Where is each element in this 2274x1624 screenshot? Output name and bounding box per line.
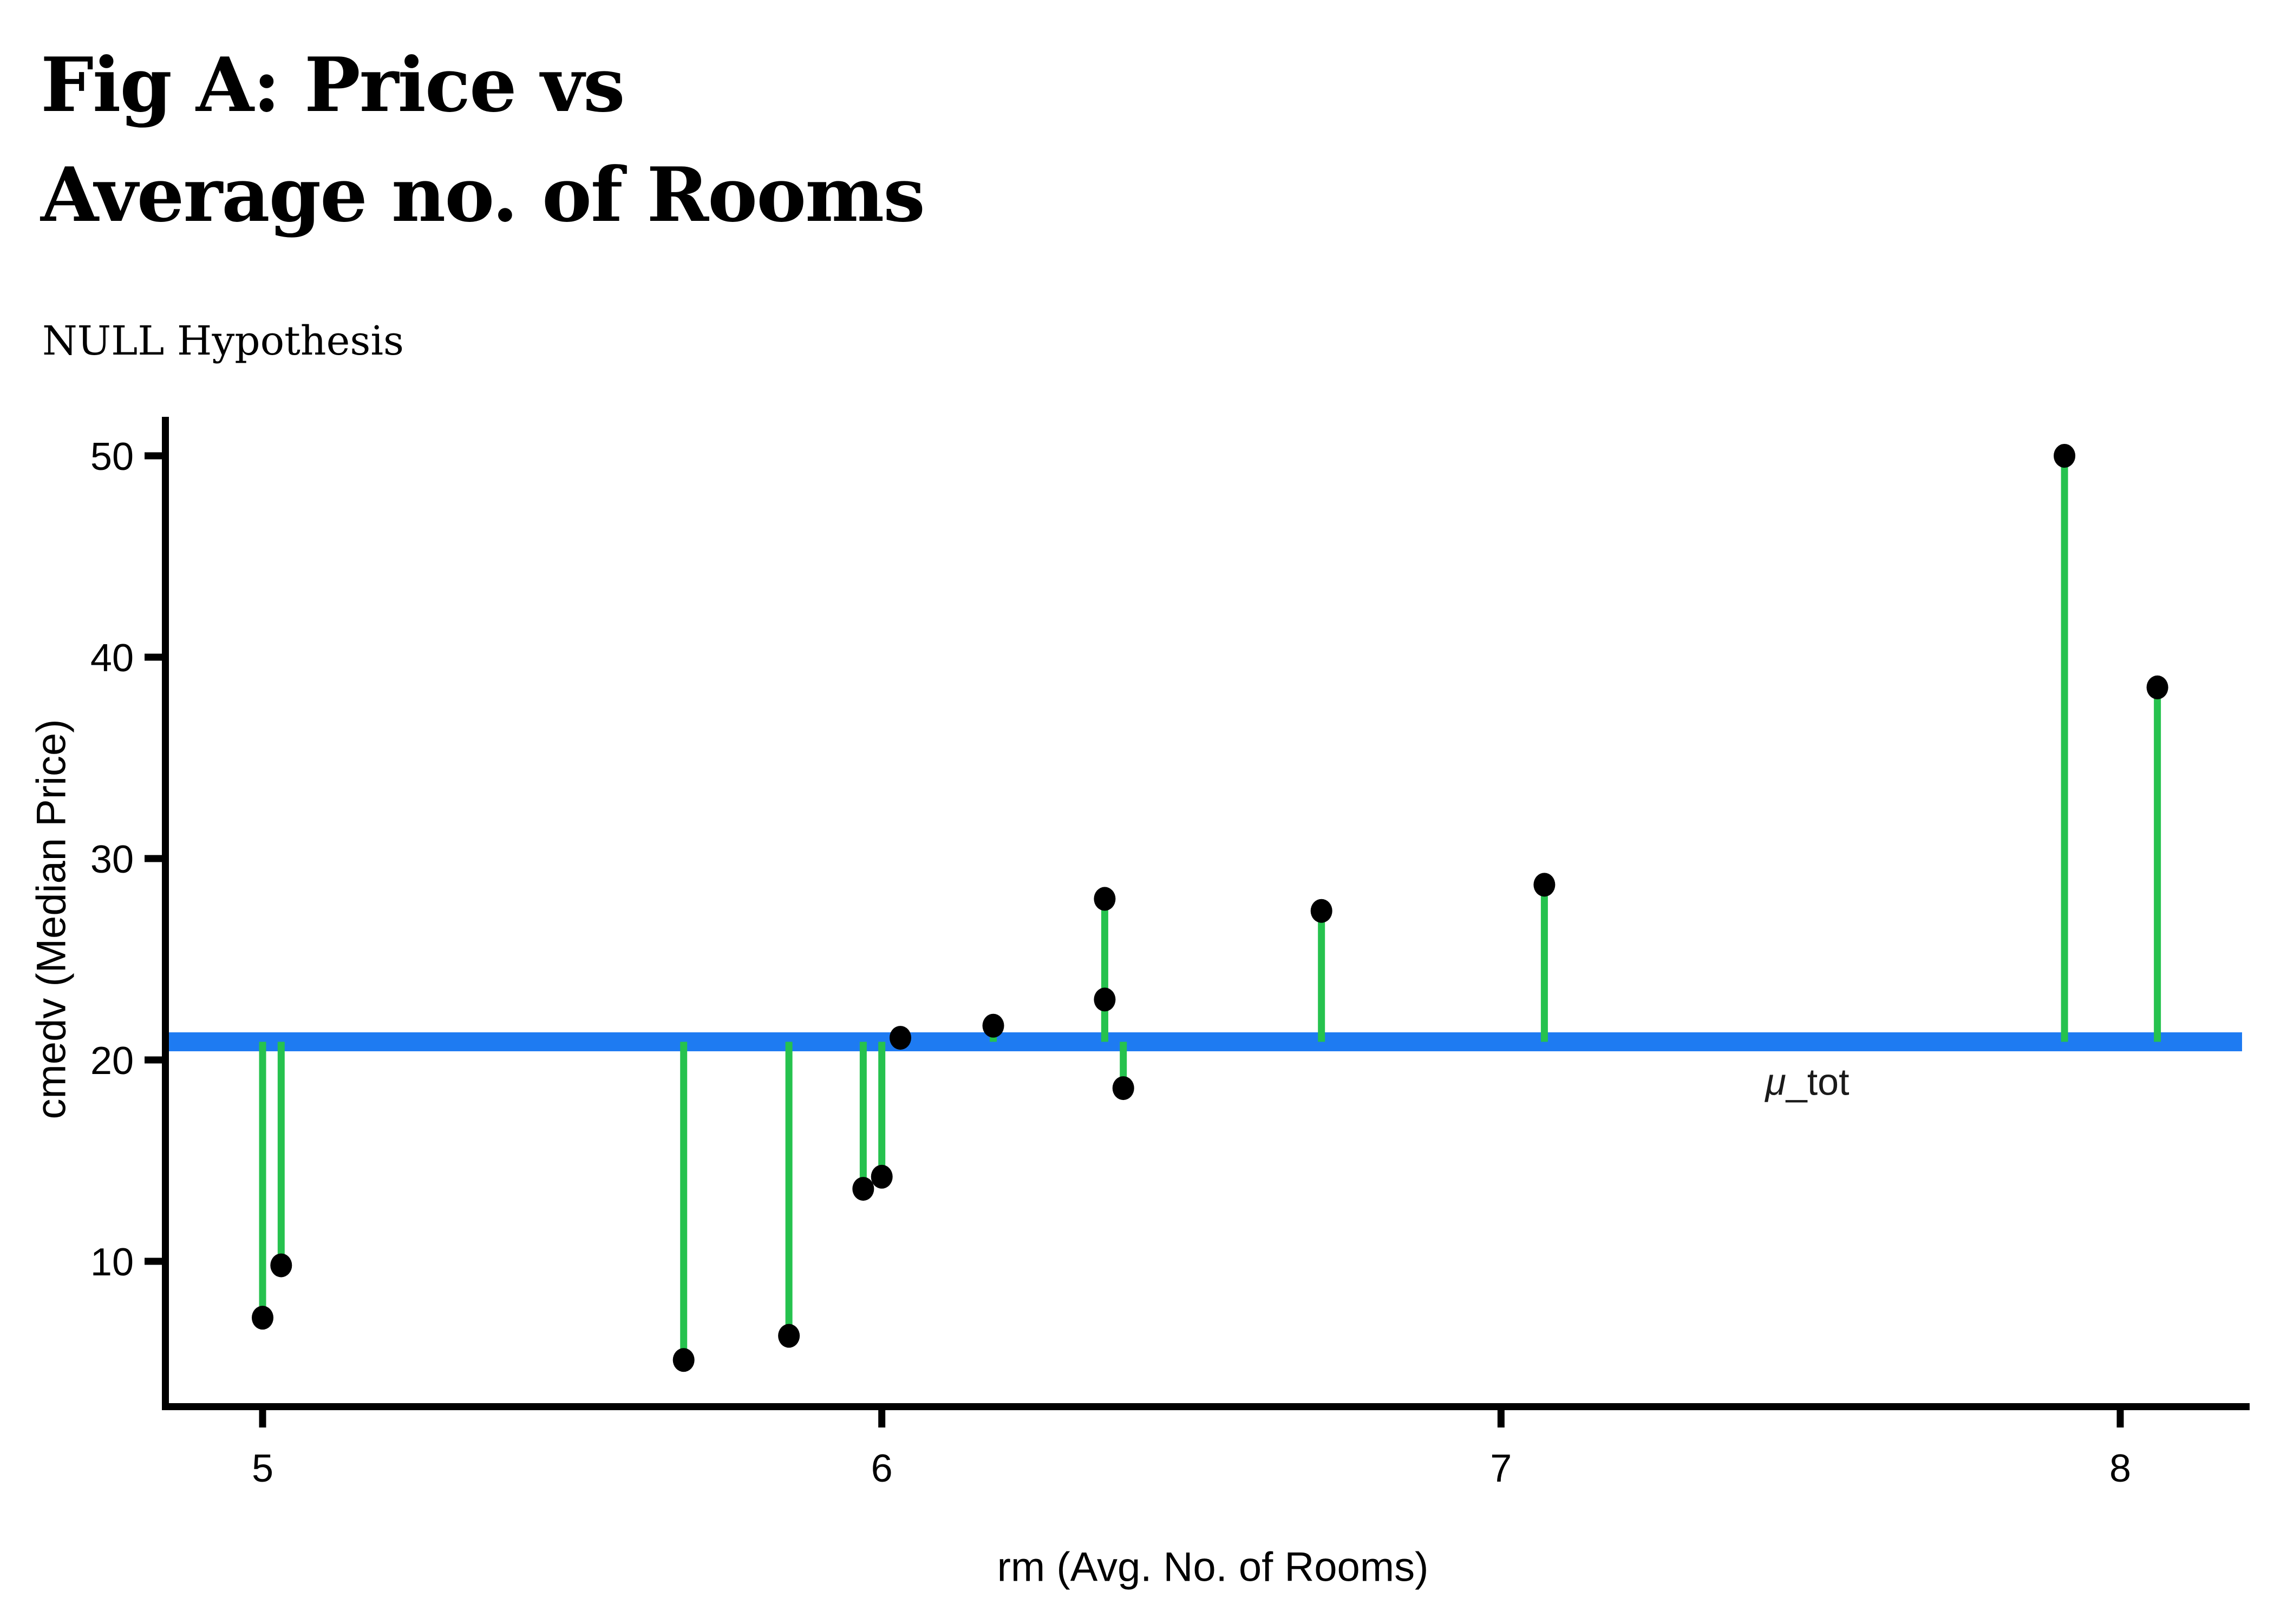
data-point xyxy=(982,1013,1004,1038)
x-tick-mark xyxy=(259,1410,266,1427)
data-point xyxy=(1310,899,1332,923)
y-tick-mark xyxy=(145,1056,162,1064)
data-point xyxy=(270,1253,292,1278)
y-tick-mark xyxy=(145,855,162,862)
data-point xyxy=(778,1324,800,1348)
mean-line-label: μ_tot xyxy=(1764,1061,1849,1103)
data-point xyxy=(1533,873,1556,897)
y-tick-label: 20 xyxy=(90,1039,134,1083)
x-tick-mark xyxy=(2116,1410,2124,1427)
data-point xyxy=(1094,887,1116,911)
y-tick-label: 50 xyxy=(90,435,134,479)
x-tick-mark xyxy=(878,1410,886,1427)
x-tick-label: 7 xyxy=(1490,1447,1512,1490)
data-point xyxy=(889,1026,911,1050)
data-point xyxy=(2146,675,2168,699)
chart-title: Fig A: Price vs Average no. of Rooms xyxy=(41,30,925,250)
data-point xyxy=(252,1306,273,1330)
x-axis-line xyxy=(162,1403,2250,1410)
chart-subtitle: NULL Hypothesis xyxy=(42,318,404,364)
y-tick-label: 10 xyxy=(90,1241,134,1284)
x-tick-label: 8 xyxy=(2109,1447,2131,1490)
y-tick-label: 40 xyxy=(90,637,134,680)
data-point xyxy=(1094,987,1116,1012)
x-tick-label: 6 xyxy=(871,1447,893,1490)
data-point xyxy=(2054,444,2076,468)
y-axis-title: cmedv (Median Price) xyxy=(28,719,75,1119)
x-tick-mark xyxy=(1497,1410,1505,1427)
data-point xyxy=(852,1177,874,1201)
x-tick-label: 5 xyxy=(252,1447,273,1490)
mean-line xyxy=(165,1032,2242,1052)
y-tick-mark xyxy=(145,452,162,460)
data-point xyxy=(672,1348,695,1372)
y-tick-mark xyxy=(145,653,162,661)
y-tick-label: 30 xyxy=(90,838,134,881)
data-point xyxy=(1112,1076,1134,1101)
chart-title-line1: Fig A: Price vs xyxy=(41,41,625,129)
y-axis-line xyxy=(162,417,169,1410)
chart-title-line2: Average no. of Rooms xyxy=(41,150,925,239)
y-tick-mark xyxy=(145,1258,162,1265)
x-axis-title: rm (Avg. No. of Rooms) xyxy=(997,1544,1429,1590)
data-point xyxy=(871,1164,893,1189)
